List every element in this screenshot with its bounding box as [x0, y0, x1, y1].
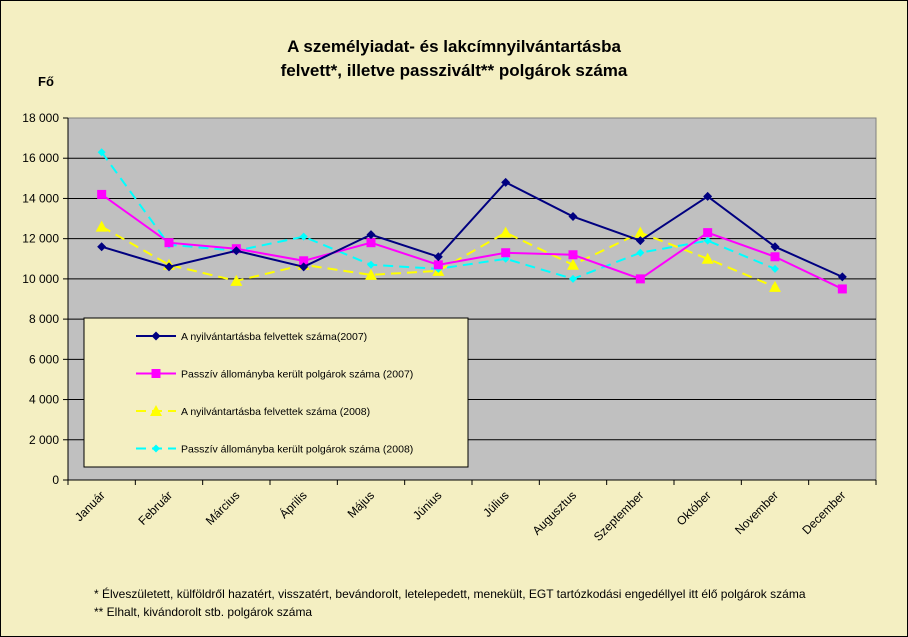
- data-point: [433, 252, 443, 262]
- x-tick-label: Április: [276, 488, 310, 522]
- data-point: [95, 220, 108, 232]
- data-point: [703, 236, 712, 245]
- data-point: [231, 246, 241, 256]
- data-point: [635, 274, 645, 284]
- legend-label: A nyilvántartásba felvettek száma(2007): [181, 331, 367, 343]
- data-point: [837, 284, 847, 294]
- data-point: [230, 274, 243, 286]
- legend: A nyilvántartásba felvettek száma(2007) P…: [83, 317, 469, 468]
- legend-label: Passzív állományba került polgárok száma…: [181, 369, 413, 381]
- legend-label: A nyilvántartásba felvettek száma (2008): [181, 406, 370, 418]
- legend-item: A nyilvántartásba felvettek száma (2008): [136, 405, 370, 418]
- y-tick-label: 4 000: [29, 393, 59, 407]
- data-point: [703, 228, 713, 238]
- data-point: [164, 262, 174, 272]
- data-point: [499, 226, 512, 238]
- y-tick-label: 0: [52, 473, 59, 487]
- data-point: [771, 264, 779, 273]
- legend-box: [83, 317, 469, 468]
- y-tick-label: 14 000: [22, 191, 59, 205]
- data-point: [97, 189, 107, 199]
- x-tick-label: Augusztus: [530, 488, 580, 538]
- data-point: [634, 226, 647, 238]
- data-point: [636, 248, 645, 257]
- data-point: [299, 256, 309, 266]
- series-line: [101, 193, 843, 290]
- data-point: [701, 252, 714, 264]
- data-point: [568, 250, 578, 260]
- x-tick-label: Január: [72, 488, 108, 524]
- data-point: [567, 258, 579, 270]
- data-point: [501, 248, 511, 258]
- y-tick-label: 6 000: [29, 352, 59, 366]
- series-line: [101, 181, 843, 278]
- data-point: [837, 272, 847, 282]
- data-point: [299, 232, 308, 241]
- data-point: [703, 191, 713, 201]
- x-tick-label: Július: [480, 488, 512, 520]
- data-point: [770, 252, 780, 262]
- x-tick-label: Március: [203, 488, 243, 528]
- footnote-2: ** Elhalt, kivándorolt stb. polgárok szá…: [94, 605, 313, 619]
- data-point: [97, 148, 106, 157]
- chart-title-line1: A személyiadat- és lakcímnyilvántartásba: [287, 37, 621, 56]
- data-point: [770, 242, 780, 252]
- y-tick-label: 10 000: [22, 272, 59, 286]
- data-point: [568, 212, 578, 222]
- x-tick-label: Február: [136, 488, 176, 528]
- data-point: [299, 262, 309, 272]
- legend-swatch-marker: [152, 444, 160, 453]
- series-1: [97, 177, 847, 282]
- legend-swatch-marker: [150, 405, 162, 416]
- data-point: [501, 177, 511, 187]
- data-point: [366, 238, 376, 248]
- data-point: [635, 236, 645, 246]
- legend-label: Passzív állományba került polgárok száma…: [181, 444, 413, 456]
- data-point: [433, 260, 443, 270]
- legend-item: A nyilvántartásba felvettek száma(2007): [136, 331, 367, 343]
- y-tick-label: 12 000: [22, 232, 59, 246]
- x-tick-label: November: [732, 488, 781, 537]
- data-point: [97, 242, 107, 252]
- legend-item: Passzív állományba került polgárok száma…: [136, 444, 413, 456]
- data-point: [164, 238, 174, 248]
- data-point: [569, 274, 577, 283]
- data-point: [769, 280, 781, 292]
- chart-title-line2: felvett*, illetve passzivált** polgárok …: [280, 61, 628, 80]
- x-tick-label: Szeptember: [591, 488, 647, 544]
- y-axis-label: Fő: [38, 74, 54, 89]
- y-tick-label: 18 000: [22, 111, 59, 125]
- x-tick-label: Június: [410, 488, 444, 522]
- y-tick-label: 16 000: [22, 151, 59, 165]
- footnote-1: * Élveszületett, külföldről hazatért, vi…: [94, 587, 806, 601]
- legend-swatch-marker: [151, 369, 161, 378]
- x-tick-label: Május: [345, 488, 378, 521]
- y-tick-label: 8 000: [29, 312, 59, 326]
- legend-swatch-marker: [151, 331, 161, 341]
- data-point: [365, 268, 377, 280]
- x-tick-label: December: [799, 488, 848, 537]
- y-tick-label: 2 000: [29, 433, 59, 447]
- x-tick-label: Október: [674, 488, 714, 528]
- legend-item: Passzív állományba került polgárok száma…: [136, 369, 413, 381]
- data-point: [366, 230, 376, 240]
- data-point: [367, 260, 375, 269]
